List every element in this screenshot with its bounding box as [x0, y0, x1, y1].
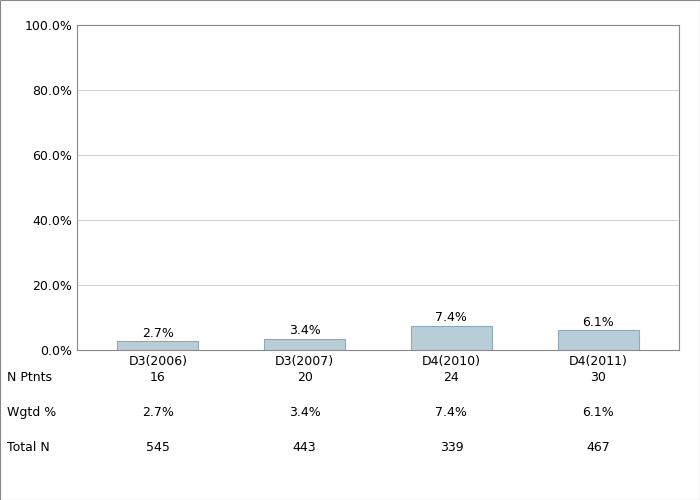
Text: 6.1%: 6.1% [582, 316, 614, 328]
Text: 545: 545 [146, 441, 169, 454]
Bar [558, 330, 638, 350]
Text: 2.7%: 2.7% [142, 406, 174, 419]
Text: 7.4%: 7.4% [435, 406, 468, 419]
Text: Total N: Total N [7, 441, 50, 454]
Text: 339: 339 [440, 441, 463, 454]
Text: 24: 24 [444, 371, 459, 384]
Bar [118, 341, 198, 350]
Text: 3.4%: 3.4% [288, 406, 321, 419]
Text: Wgtd %: Wgtd % [7, 406, 56, 419]
Text: 467: 467 [587, 441, 610, 454]
Text: 20: 20 [297, 371, 312, 384]
Text: 443: 443 [293, 441, 316, 454]
Text: 16: 16 [150, 371, 166, 384]
Text: 2.7%: 2.7% [142, 326, 174, 340]
Text: 6.1%: 6.1% [582, 406, 614, 419]
Text: N Ptnts: N Ptnts [7, 371, 52, 384]
Text: 30: 30 [590, 371, 606, 384]
Bar [264, 339, 345, 350]
Bar [411, 326, 492, 350]
Text: 3.4%: 3.4% [288, 324, 321, 338]
Text: 7.4%: 7.4% [435, 312, 468, 324]
